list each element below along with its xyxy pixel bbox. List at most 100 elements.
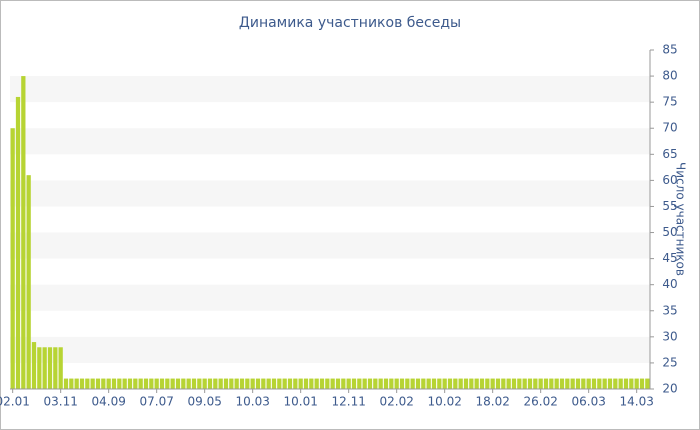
- bar: [255, 378, 261, 389]
- bar: [469, 378, 474, 389]
- bar: [181, 378, 186, 389]
- x-tick-label: 09.05: [187, 395, 221, 409]
- chart-title: Динамика участников беседы: [239, 15, 461, 31]
- bar: [426, 378, 431, 389]
- bar: [106, 378, 111, 389]
- bar: [127, 378, 133, 389]
- bar: [74, 378, 79, 389]
- x-tick-label: 07.07: [139, 395, 173, 409]
- bar: [629, 378, 634, 389]
- bar: [506, 378, 511, 389]
- bar: [591, 378, 597, 389]
- bar: [261, 378, 266, 389]
- bar: [575, 378, 581, 389]
- bar: [586, 378, 591, 389]
- bar: [517, 378, 522, 389]
- bar: [319, 378, 325, 389]
- bar: [559, 378, 565, 389]
- bar: [645, 378, 650, 389]
- x-tick-label: 10.01: [283, 395, 317, 409]
- x-tick-label: 03.11: [43, 395, 77, 409]
- y-tick-label: 80: [662, 69, 677, 83]
- bar: [303, 378, 309, 389]
- bar: [538, 378, 543, 389]
- y-tick-label: 60: [662, 173, 677, 187]
- y-tick-label: 55: [662, 199, 677, 213]
- bar: [63, 378, 69, 389]
- bar: [122, 378, 127, 389]
- bar: [266, 378, 271, 389]
- bar: [191, 378, 197, 389]
- bar: [399, 378, 405, 389]
- bar: [37, 347, 42, 389]
- y-axis-label: Число участников: [674, 162, 688, 276]
- bar: [250, 378, 255, 389]
- bar: [26, 175, 31, 389]
- bar: [490, 378, 495, 389]
- x-tick-label: 18.02: [475, 395, 509, 409]
- bar: [405, 378, 410, 389]
- bar: [186, 378, 191, 389]
- bar: [474, 378, 479, 389]
- bar: [58, 347, 63, 389]
- bar: [298, 378, 303, 389]
- bar: [207, 378, 213, 389]
- bar: [597, 378, 602, 389]
- bar: [47, 347, 53, 389]
- bar: [101, 378, 106, 389]
- y-tick-label: 75: [662, 95, 677, 109]
- bar: [639, 378, 645, 389]
- bar: [463, 378, 469, 389]
- grid-band: [10, 76, 650, 103]
- y-tick-label: 20: [662, 382, 677, 396]
- bar: [357, 378, 362, 389]
- bar: [389, 378, 394, 389]
- bar: [613, 378, 618, 389]
- bar: [90, 378, 95, 389]
- bar: [309, 378, 314, 389]
- x-tick-label: 10.03: [235, 395, 269, 409]
- bar: [15, 96, 21, 389]
- y-tick-label: 30: [662, 329, 677, 343]
- x-tick-label: 12.11: [331, 395, 365, 409]
- bar: [330, 378, 335, 389]
- bar: [346, 378, 351, 389]
- bar: [325, 378, 330, 389]
- bar: [85, 378, 90, 389]
- bar: [618, 378, 623, 389]
- bar: [314, 378, 319, 389]
- bar: [117, 378, 122, 389]
- bar: [31, 342, 37, 389]
- bar: [581, 378, 586, 389]
- grid-band: [10, 128, 650, 155]
- y-tick-label: 85: [662, 43, 677, 57]
- bar: [511, 378, 517, 389]
- bar: [607, 378, 613, 389]
- bar: [10, 128, 15, 389]
- grid-band: [10, 336, 650, 363]
- bar: [570, 378, 575, 389]
- x-tick-label: 10.02: [427, 395, 461, 409]
- bar: [634, 378, 639, 389]
- bar: [335, 378, 341, 389]
- bar: [549, 378, 554, 389]
- y-tick-label: 25: [662, 355, 677, 369]
- bar: [149, 378, 154, 389]
- bar: [431, 378, 437, 389]
- bar: [442, 378, 447, 389]
- bar: [21, 76, 26, 390]
- bar: [213, 378, 218, 389]
- bar: [527, 378, 533, 389]
- bar: [202, 378, 207, 389]
- bar: [79, 378, 85, 389]
- bar: [287, 378, 293, 389]
- bar: [501, 378, 506, 389]
- bar: [223, 378, 229, 389]
- bar: [554, 378, 559, 389]
- bar: [133, 378, 138, 389]
- bar: [479, 378, 485, 389]
- bar: [277, 378, 282, 389]
- bar: [239, 378, 245, 389]
